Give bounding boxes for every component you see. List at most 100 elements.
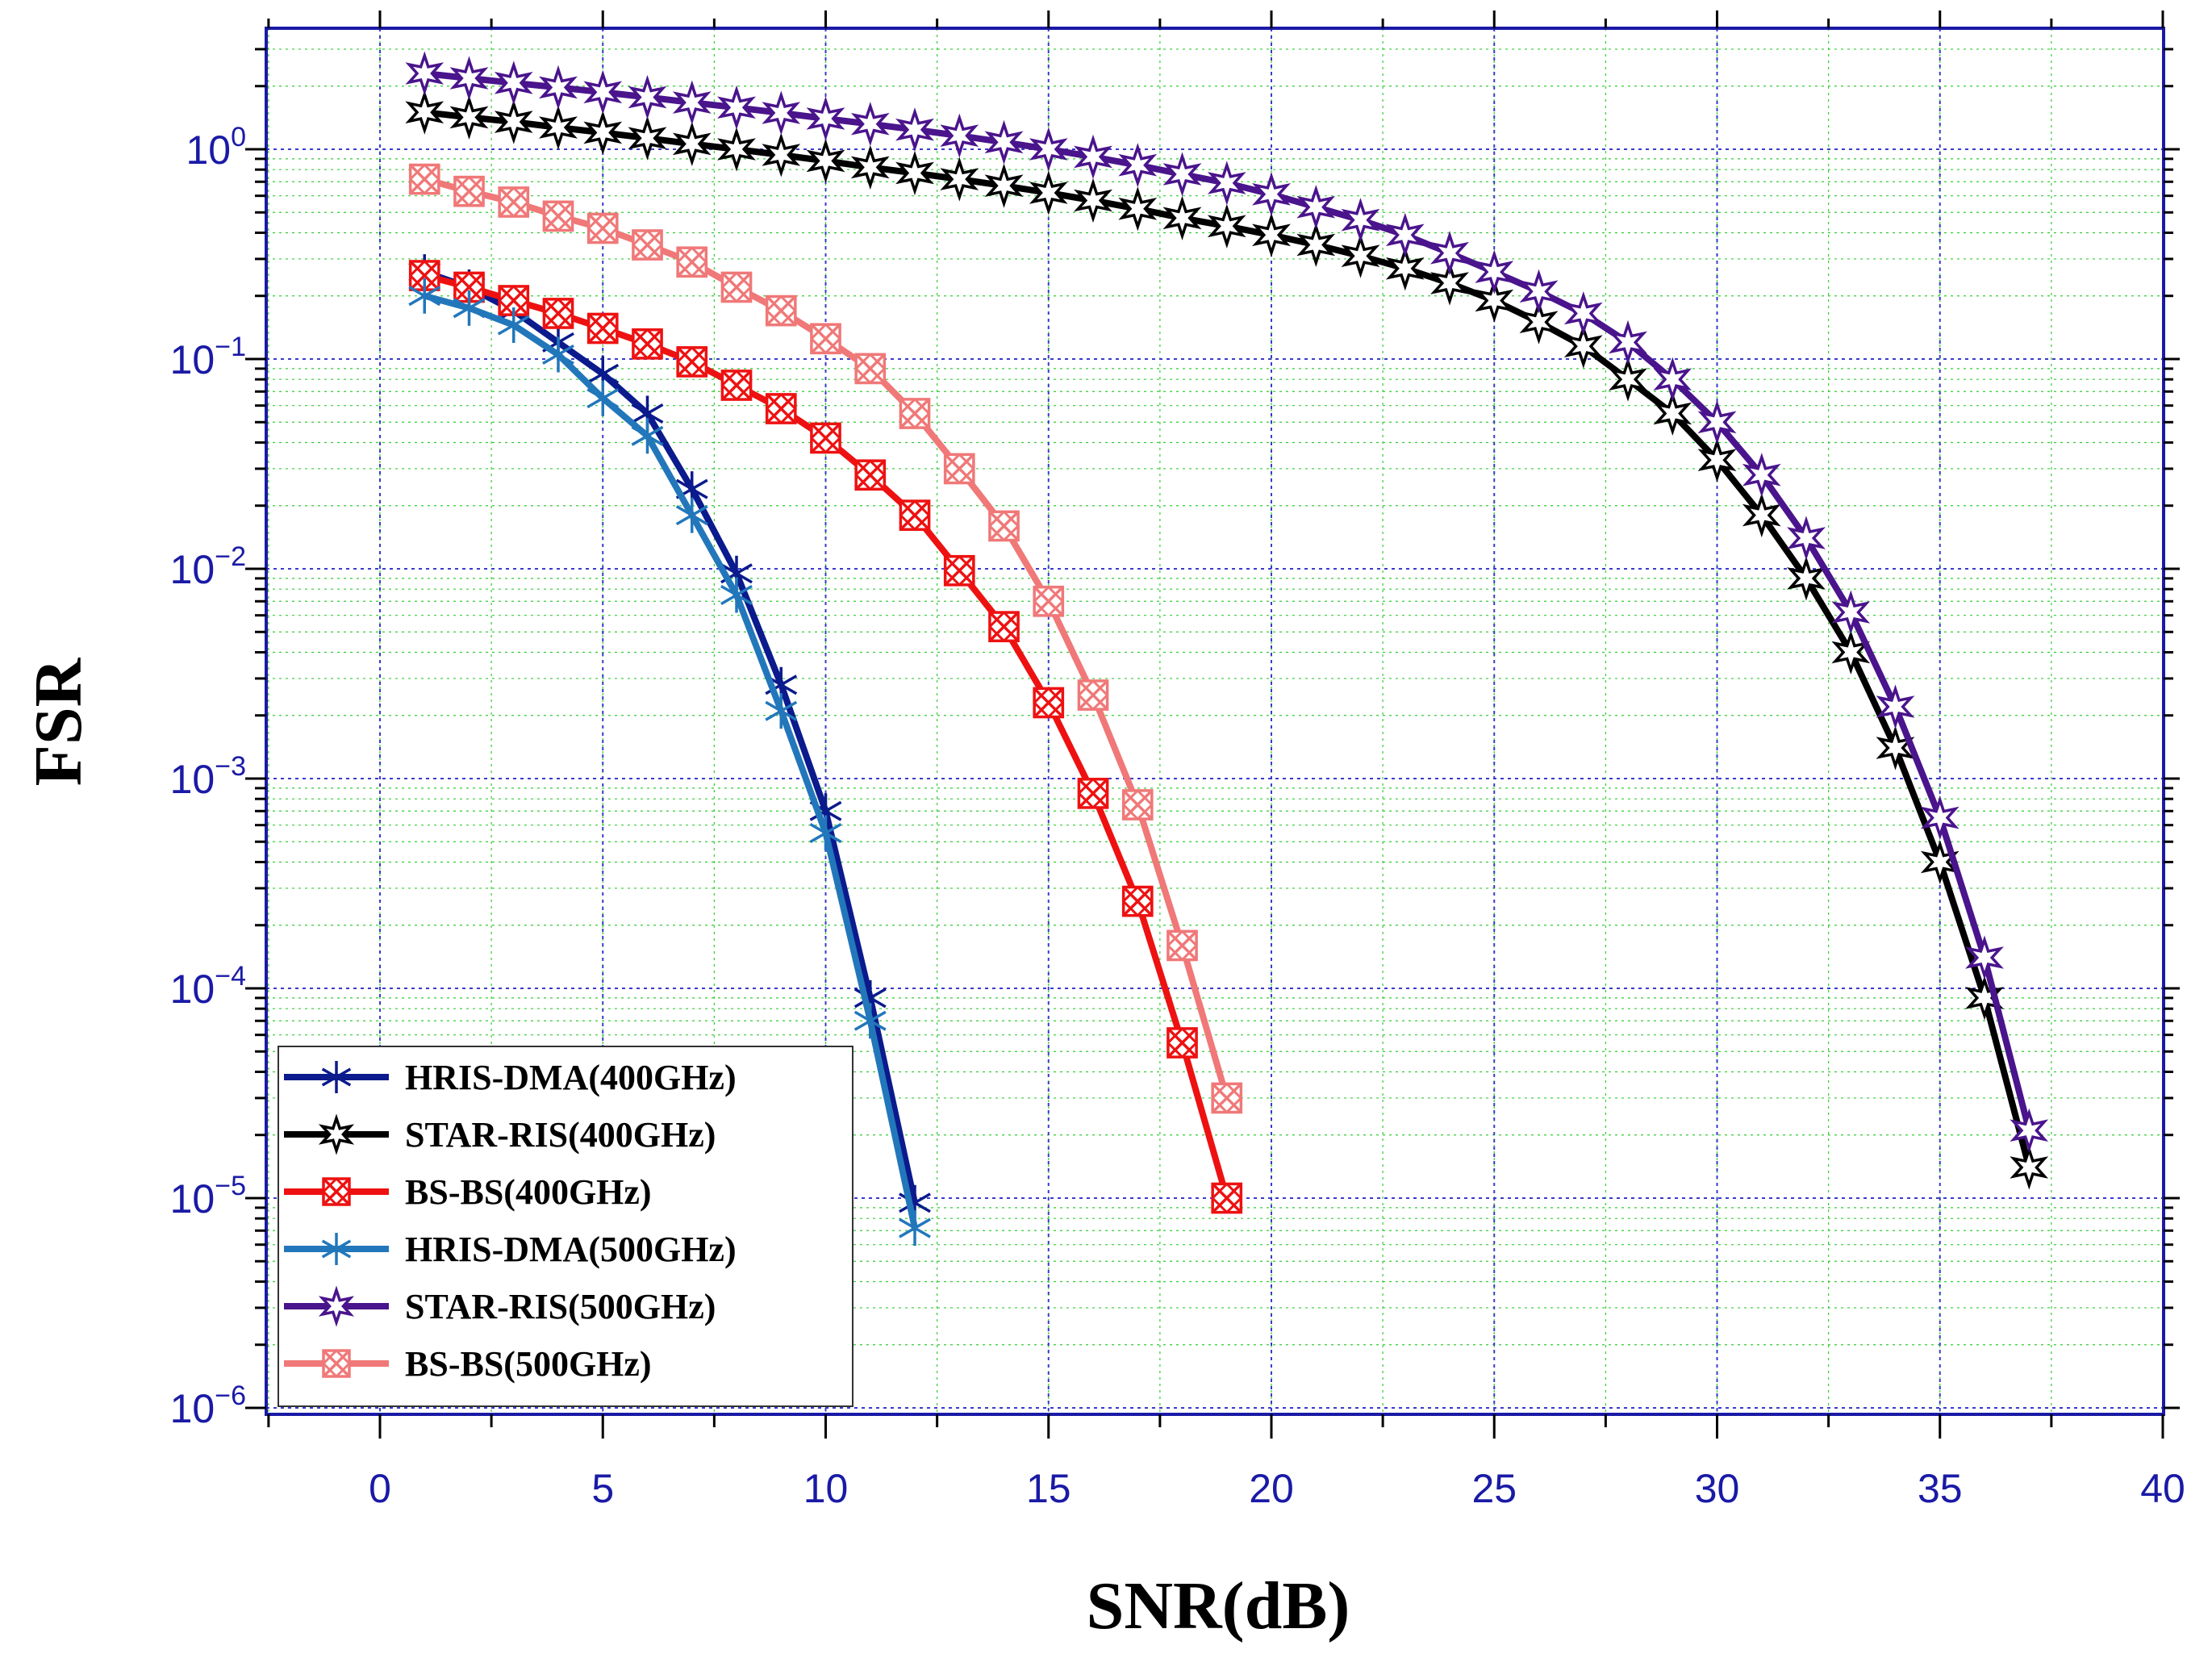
legend-label: BS-BS(400GHz) bbox=[405, 1172, 652, 1212]
data-point bbox=[676, 246, 708, 278]
data-point bbox=[676, 346, 708, 378]
series-HRIS-DMA(500GHz) bbox=[408, 278, 931, 1247]
data-point bbox=[1077, 679, 1109, 711]
data-point bbox=[720, 370, 753, 401]
data-point bbox=[1831, 590, 1871, 635]
series-layer bbox=[405, 51, 2049, 1247]
data-point bbox=[449, 94, 489, 140]
y-tick-label: 10−4 bbox=[170, 961, 246, 1012]
series-line bbox=[424, 109, 2033, 1169]
data-point bbox=[899, 398, 931, 429]
data-point bbox=[762, 132, 801, 177]
data-point bbox=[1029, 170, 1068, 215]
legend-label: BS-BS(500GHz) bbox=[405, 1344, 652, 1384]
legend: HRIS-DMA(400GHz) STAR-RIS(400GHz) BS-BS(40… bbox=[278, 1046, 853, 1407]
legend-swatch-marker bbox=[318, 1113, 355, 1155]
data-point bbox=[408, 278, 441, 314]
data-point bbox=[539, 65, 578, 111]
data-point bbox=[720, 271, 753, 303]
data-point bbox=[494, 99, 533, 144]
data-point bbox=[583, 110, 623, 155]
data-point bbox=[1653, 357, 1692, 402]
data-point bbox=[675, 497, 708, 533]
data-point bbox=[853, 1003, 887, 1039]
legend-label: HRIS-DMA(400GHz) bbox=[405, 1058, 737, 1097]
data-point bbox=[810, 323, 841, 355]
data-point bbox=[1167, 1027, 1198, 1059]
data-point bbox=[1742, 493, 1781, 538]
data-point bbox=[1920, 839, 1959, 885]
legend-label: STAR-RIS(500GHz) bbox=[405, 1287, 716, 1326]
series-BS-BS(400GHz) bbox=[408, 260, 1243, 1214]
data-point bbox=[1074, 134, 1112, 180]
data-point bbox=[1430, 261, 1469, 306]
legend-item: BS-BS(400GHz) bbox=[284, 1172, 652, 1212]
data-point bbox=[895, 150, 934, 196]
data-point bbox=[1074, 177, 1112, 223]
data-point bbox=[1475, 278, 1514, 324]
x-tick-label: 25 bbox=[1471, 1466, 1517, 1511]
data-point bbox=[542, 336, 574, 373]
data-point bbox=[1385, 212, 1425, 257]
data-point bbox=[586, 380, 620, 416]
data-point bbox=[940, 157, 979, 202]
data-point bbox=[765, 693, 798, 729]
data-point bbox=[1296, 222, 1336, 268]
y-tick-label: 10−6 bbox=[170, 1380, 246, 1431]
data-point bbox=[453, 175, 485, 207]
y-tick-label: 10−5 bbox=[170, 1171, 246, 1222]
data-point bbox=[984, 119, 1024, 165]
data-point bbox=[1167, 929, 1198, 962]
data-point bbox=[1121, 789, 1154, 821]
data-point bbox=[1653, 390, 1692, 436]
data-point bbox=[806, 138, 845, 184]
legend-swatch-marker bbox=[322, 1349, 351, 1378]
data-point bbox=[895, 107, 934, 152]
data-point bbox=[628, 115, 667, 161]
y-tick-label: 10−2 bbox=[170, 541, 246, 592]
data-point bbox=[940, 113, 979, 158]
data-point bbox=[1519, 299, 1559, 345]
data-point bbox=[1430, 231, 1469, 276]
data-point bbox=[1519, 269, 1559, 314]
y-tick-label: 10−3 bbox=[170, 751, 246, 802]
data-point bbox=[628, 74, 667, 120]
data-point bbox=[408, 163, 440, 195]
legend-swatch-marker bbox=[321, 1061, 352, 1093]
data-point bbox=[1118, 186, 1158, 232]
data-point bbox=[1876, 684, 1915, 729]
data-point bbox=[988, 510, 1020, 542]
series-STAR-RIS(400GHz) bbox=[405, 90, 2049, 1190]
x-tick-label: 0 bbox=[369, 1466, 391, 1511]
y-tick-label: 100 bbox=[186, 122, 246, 173]
x-tick-label: 10 bbox=[803, 1466, 849, 1511]
data-point bbox=[2010, 1145, 2049, 1190]
legend-swatch-marker bbox=[321, 1233, 352, 1265]
data-point bbox=[1697, 399, 1737, 445]
data-point bbox=[498, 186, 530, 218]
data-point bbox=[449, 56, 489, 101]
x-axis-title: SNR(dB) bbox=[1087, 1568, 1350, 1643]
data-point bbox=[765, 393, 797, 424]
data-point bbox=[1033, 687, 1065, 719]
data-point bbox=[405, 90, 444, 135]
data-point bbox=[672, 80, 712, 125]
data-point bbox=[586, 312, 619, 345]
ticks-layer: 100 10−1 10−2 10−3 10−4 10−5 10−6 0 5 10 15 20 25 30 3… bbox=[170, 10, 2185, 1511]
x-tick-label: 30 bbox=[1695, 1466, 1740, 1511]
data-point bbox=[494, 61, 533, 106]
legend-swatch-marker bbox=[318, 1285, 355, 1327]
data-point bbox=[899, 499, 931, 531]
legend-item: HRIS-DMA(500GHz) bbox=[284, 1230, 737, 1269]
legend-box bbox=[278, 1046, 853, 1407]
series-STAR-RIS(500GHz) bbox=[405, 51, 2049, 1153]
data-point bbox=[854, 353, 887, 385]
data-point bbox=[1475, 249, 1514, 294]
data-point bbox=[1563, 324, 1603, 369]
series-BS-BS(500GHz) bbox=[408, 163, 1243, 1114]
data-point bbox=[850, 102, 890, 147]
data-point bbox=[1609, 319, 1647, 365]
data-point bbox=[1211, 1182, 1243, 1214]
legend-label: HRIS-DMA(500GHz) bbox=[405, 1230, 737, 1269]
data-point bbox=[1965, 935, 2004, 980]
